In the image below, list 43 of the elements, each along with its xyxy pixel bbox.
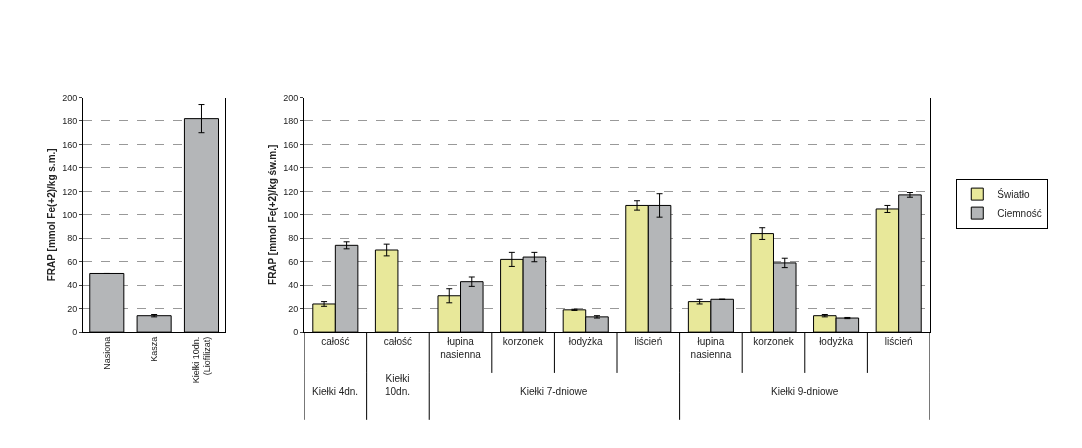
text: Kiełki 7-dniowe	[520, 386, 588, 397]
x-tick-label: łodyżka	[819, 336, 854, 348]
y-tick-label: 20	[288, 303, 299, 314]
x-tick-label: łupina nasienna	[440, 336, 482, 361]
y-tick-label: 100	[62, 209, 78, 220]
x-tick-label: korzonek	[502, 336, 545, 348]
y-tick-label: 20	[67, 303, 78, 314]
x-tick-label: liścień	[634, 336, 663, 348]
y-tick-label: 200	[62, 92, 78, 103]
y-tick-label: 80	[67, 233, 78, 244]
y-tick-label: 180	[62, 116, 78, 127]
x-tick-label: całość	[321, 336, 350, 348]
y-tick-label: 0	[293, 327, 299, 338]
x-tick-label: korzonek	[753, 336, 795, 348]
y-tick-label: 180	[283, 116, 299, 127]
legend-label: Ciemność	[997, 208, 1042, 219]
y-tick-label: 200	[283, 92, 299, 103]
x-tick-label: liścień	[884, 336, 913, 348]
y-tick-label: 40	[288, 280, 299, 291]
x-tick-label: całość	[383, 336, 413, 348]
text: Kiełki 9-dniowe	[771, 386, 839, 397]
y-tick-label: 160	[283, 139, 299, 150]
y-tick-label: 120	[283, 186, 299, 197]
y-tick-label: 140	[283, 163, 299, 174]
x-tick-label: łupina nasienna	[690, 336, 732, 361]
text: Kiełki 10dn.	[385, 373, 411, 397]
y-tick-label: 60	[67, 256, 78, 267]
y-tick-label: 0	[72, 327, 78, 338]
x-tick-label: Nasiona	[101, 336, 112, 370]
y-axis-title: FRAP [mmol Fe(+2)/kg s.m.]	[46, 148, 58, 282]
y-tick-label: 60	[288, 256, 299, 267]
y-tick-label: 100	[283, 209, 299, 220]
text: Kiełki 4dn.	[312, 386, 359, 397]
x-tick-label: Kiełki 10dn. (Liofilizat)	[190, 336, 213, 384]
y-tick-label: 160	[62, 139, 78, 150]
y-tick-label: 40	[67, 280, 78, 291]
x-tick-label: łodyżka	[568, 336, 604, 348]
y-tick-label: 140	[62, 163, 78, 174]
y-tick-label: 80	[288, 233, 299, 244]
x-tick-label: Kasza	[149, 336, 160, 362]
legend-label: Światło	[997, 188, 1030, 200]
y-axis-title: FRAP [mmol Fe(+2)/kg św.m.]	[267, 144, 279, 285]
y-tick-label: 120	[62, 186, 78, 197]
